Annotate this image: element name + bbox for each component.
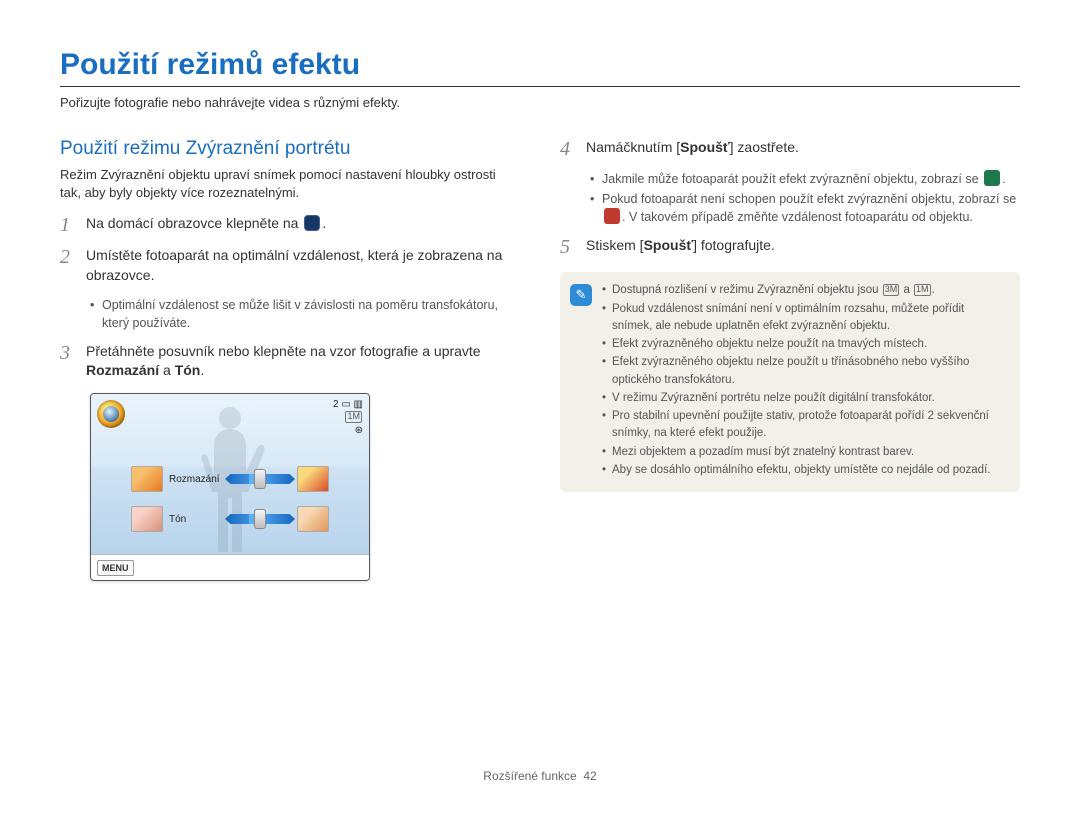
note-item: Pokud vzdálenost snímání není v optimáln… <box>602 301 1006 336</box>
step-text: Namáčknutím [Spoušť] zaostřete. <box>586 138 799 158</box>
note-item: Efekt zvýrazněného objektu nelze použít … <box>602 354 1006 389</box>
page-title: Použití režimů efektu <box>60 48 1020 82</box>
title-rule <box>60 86 1020 87</box>
step-number: 2 <box>60 246 76 268</box>
tone-slider: Tón <box>131 506 329 532</box>
step-note: Jakmile může fotoaparát použít efekt zvý… <box>590 170 1020 188</box>
focus-fail-icon <box>604 208 620 224</box>
tone-label: Tón <box>169 514 223 525</box>
note-box: ✎ Dostupná rozlišení v režimu Zvýraznění… <box>560 272 1020 492</box>
note-item: Aby se dosáhlo optimálního efektu, objek… <box>602 462 1006 479</box>
note-item: Dostupná rozlišení v režimu Zvýraznění o… <box>602 282 1006 299</box>
lcd-status-icons: 2 ▭ ▥ 1M ⊛ <box>333 398 363 437</box>
tone-thumb-right <box>297 506 329 532</box>
step-3: 3 Přetáhněte posuvník nebo klepněte na v… <box>60 342 520 381</box>
step-text: Přetáhněte posuvník nebo klepněte na vzo… <box>86 342 520 381</box>
page-footer: Rozšířené funkce 42 <box>0 769 1080 783</box>
slider-handle[interactable] <box>254 509 266 529</box>
resolution-icon: 1M <box>914 284 931 296</box>
intro-text: Pořizujte fotografie nebo nahrávejte vid… <box>60 95 1020 110</box>
menu-button[interactable]: MENU <box>97 560 134 576</box>
focus-ok-icon <box>984 170 1000 186</box>
home-mode-icon <box>304 215 320 231</box>
tone-thumb-left <box>131 506 163 532</box>
note-item: Efekt zvýrazněného objektu nelze použít … <box>602 336 1006 353</box>
blur-label: Rozmazání <box>169 474 223 485</box>
note-item: Mezi objektem a pozadím musí být znateln… <box>602 444 1006 461</box>
step-2-notes: Optimální vzdálenost se může lišit v záv… <box>90 296 520 332</box>
section-subheading: Použití režimu Zvýraznění portrétu <box>60 138 520 160</box>
step-5: 5 Stiskem [Spoušť] fotografujte. <box>560 236 1020 258</box>
step-note: Pokud fotoaparát není schopen použít efe… <box>590 190 1020 226</box>
info-icon: ✎ <box>570 284 592 306</box>
section-description: Režim Zvýraznění objektu upraví snímek p… <box>60 166 520 202</box>
note-item: V režimu Zvýraznění portrétu nelze použí… <box>602 390 1006 407</box>
slider-handle[interactable] <box>254 469 266 489</box>
mode-icon <box>97 400 125 428</box>
step-number: 1 <box>60 214 76 236</box>
blur-thumb-left <box>131 466 163 492</box>
step-note: Optimální vzdálenost se může lišit v záv… <box>90 296 520 332</box>
step-2: 2 Umístěte fotoaparát na optimální vzdál… <box>60 246 520 285</box>
step-number: 4 <box>560 138 576 160</box>
step-number: 3 <box>60 342 76 364</box>
resolution-icon: 3M <box>883 284 900 296</box>
step-number: 5 <box>560 236 576 258</box>
resolution-icon: 1M <box>345 411 362 423</box>
blur-thumb-right <box>297 466 329 492</box>
step-text: Umístěte fotoaparát na optimální vzdálen… <box>86 246 520 285</box>
step-text: Na domácí obrazovce klepněte na . <box>86 214 326 234</box>
camera-lcd-illustration: 2 ▭ ▥ 1M ⊛ Rozmazání Tón <box>90 393 370 581</box>
note-item: Pro stabilní upevnění použijte stativ, p… <box>602 408 1006 443</box>
step-4: 4 Namáčknutím [Spoušť] zaostřete. <box>560 138 1020 160</box>
step-1: 1 Na domácí obrazovce klepněte na . <box>60 214 520 236</box>
step-4-notes: Jakmile může fotoaparát použít efekt zvý… <box>590 170 1020 226</box>
left-column: Použití režimu Zvýraznění portrétu Režim… <box>60 138 520 581</box>
blur-slider: Rozmazání <box>131 466 329 492</box>
note-list: Dostupná rozlišení v režimu Zvýraznění o… <box>602 282 1006 480</box>
right-column: 4 Namáčknutím [Spoušť] zaostřete. Jakmil… <box>560 138 1020 581</box>
step-text: Stiskem [Spoušť] fotografujte. <box>586 236 775 256</box>
